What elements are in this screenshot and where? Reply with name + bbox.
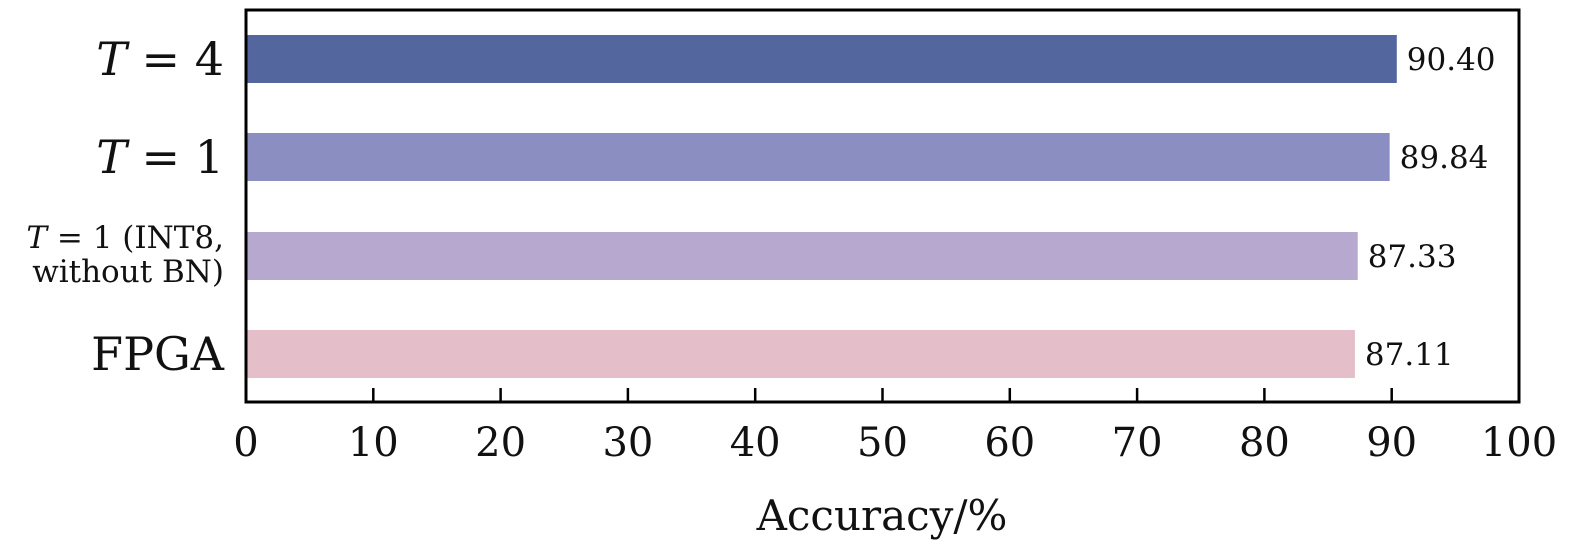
category-label-0: T = 4: [96, 32, 224, 86]
category-label-1: T = 1: [96, 130, 224, 184]
svg-text:without BN): without BN): [32, 254, 224, 290]
bars-group: [247, 35, 1397, 378]
category-labels-group: T = 4 T = 1 T = 1 (INT8,without BN) FPGA: [26, 32, 224, 381]
x-tick-label-2: 20: [475, 420, 526, 466]
x-tick-labels-group: 0 10 20 30 40 50 60 70 80 90 100: [233, 420, 1557, 466]
bar-3: [247, 330, 1355, 378]
value-label-1: 89.84: [1400, 140, 1489, 176]
value-label-3: 87.11: [1365, 337, 1454, 373]
x-tick-label-3: 30: [602, 420, 653, 466]
svg-text:FPGA: FPGA: [91, 327, 225, 381]
svg-text:T = 1 (INT8,: T = 1 (INT8,: [26, 220, 224, 256]
value-label-0: 90.40: [1407, 42, 1496, 78]
category-label-2: T = 1 (INT8,without BN): [26, 220, 224, 290]
x-tick-label-8: 80: [1239, 420, 1290, 466]
x-tick-label-1: 10: [348, 420, 399, 466]
x-tick-label-6: 60: [984, 420, 1035, 466]
x-tick-label-7: 70: [1112, 420, 1163, 466]
svg-text:T = 1: T = 1: [96, 130, 224, 184]
x-tick-label-0: 0: [233, 420, 258, 466]
x-tick-label-5: 50: [857, 420, 908, 466]
x-tick-label-4: 40: [730, 420, 781, 466]
x-ticks-group: [244, 388, 1521, 402]
category-label-3: FPGA: [91, 327, 225, 381]
x-tick-label-9: 90: [1366, 420, 1417, 466]
bar-1: [247, 133, 1390, 181]
x-tick-label-10: 100: [1481, 420, 1557, 466]
x-axis-title: Accuracy/%: [756, 491, 1008, 540]
bar-0: [247, 35, 1397, 83]
svg-text:T = 4: T = 4: [96, 32, 224, 86]
value-labels-group: 90.40 89.84 87.33 87.11: [1365, 42, 1496, 373]
value-label-2: 87.33: [1368, 239, 1457, 275]
bar-2: [247, 232, 1358, 280]
